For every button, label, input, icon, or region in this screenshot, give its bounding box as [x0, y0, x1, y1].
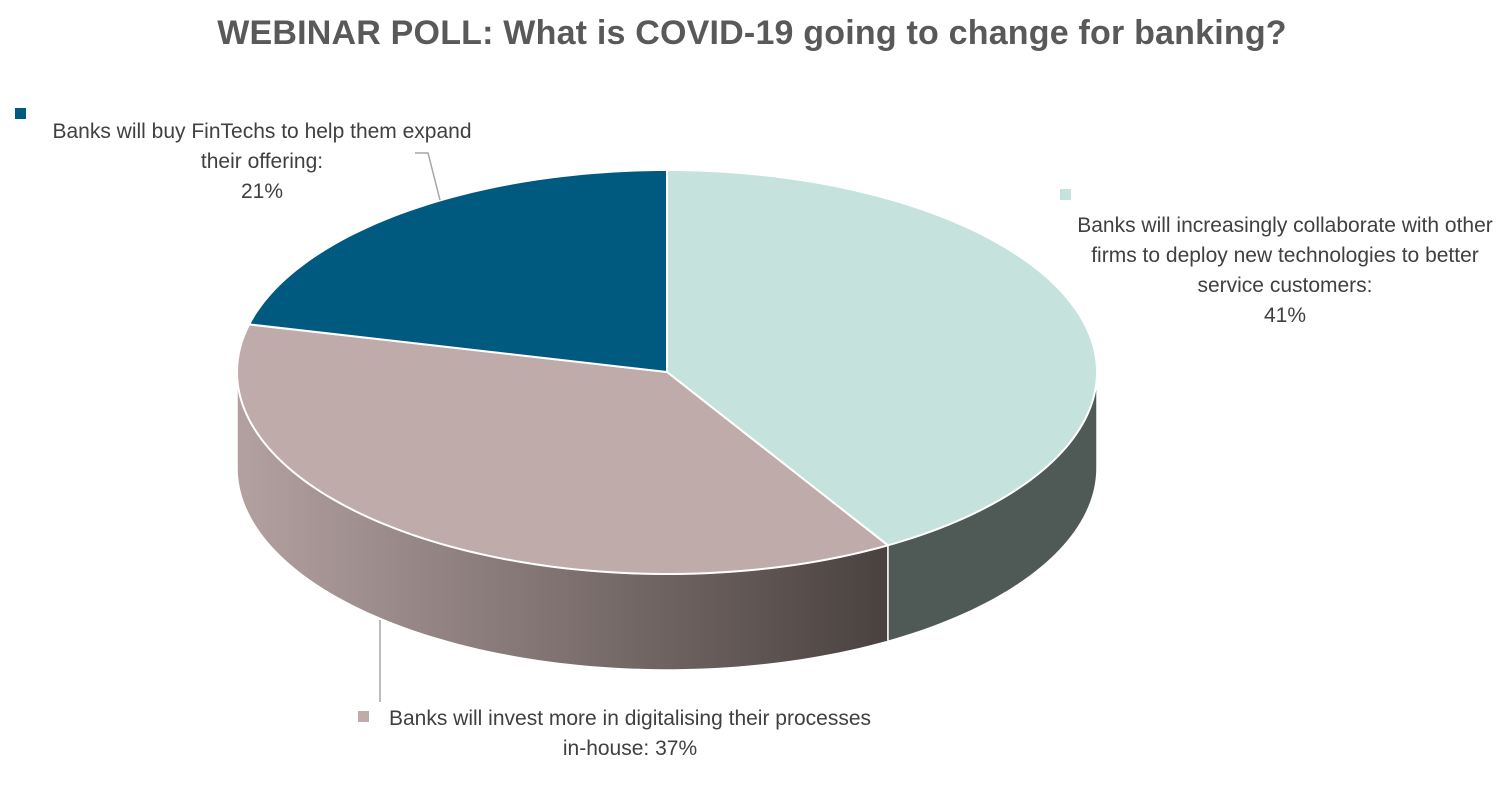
data-label-collab-value: 41% [1263, 304, 1307, 327]
legend-key-digital [358, 711, 369, 722]
data-label-digital: Banks will invest more in digitalising t… [380, 704, 880, 764]
legend-key-collab [1060, 189, 1071, 200]
chart-title: WEBINAR POLL: What is COVID-19 going to … [217, 14, 1287, 52]
pie-slice-collab [666, 169, 1098, 547]
data-label-digital-text: Banks will invest more in digitalising t… [388, 707, 872, 760]
legend-key-fintech [15, 108, 26, 119]
data-label-digital-value: 37% [655, 737, 698, 760]
pie-slice-fintech [248, 169, 668, 373]
data-label-fintech-value: 21% [240, 180, 284, 203]
data-label-collab-text: Banks will increasingly collaborate with… [1077, 214, 1493, 297]
data-label-collab: Banks will increasingly collaborate with… [1070, 211, 1500, 331]
leader-line-fintech [415, 152, 441, 201]
data-label-fintech-text: Banks will buy FinTechs to help them exp… [52, 120, 472, 173]
pie-slice-digital [236, 323, 889, 575]
data-label-fintech: Banks will buy FinTechs to help them exp… [50, 117, 474, 207]
